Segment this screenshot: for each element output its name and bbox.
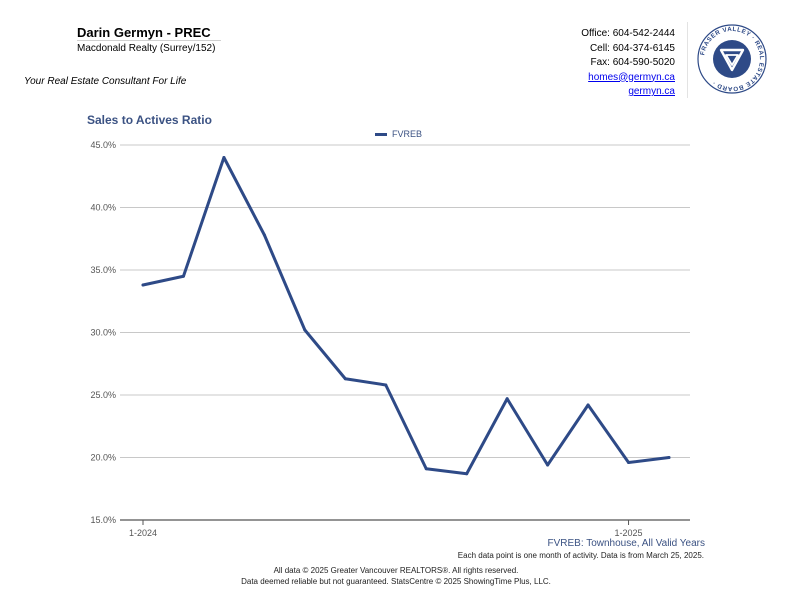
data-point: [222, 156, 226, 159]
x-tick-label: 1-2025: [615, 528, 643, 538]
copyright-line-2: Data deemed reliable but not guaranteed.…: [241, 577, 551, 586]
data-point: [667, 456, 671, 459]
y-tick-label: 35.0%: [90, 265, 116, 275]
y-tick-label: 40.0%: [90, 203, 116, 213]
y-tick-label: 20.0%: [90, 453, 116, 463]
office-phone: Office: 604-542-2444: [581, 28, 675, 39]
data-point: [303, 328, 307, 332]
data-point: [465, 472, 469, 476]
legend-label: FVREB: [392, 129, 423, 139]
data-point: [627, 461, 631, 464]
email-link[interactable]: homes@germyn.ca: [588, 71, 675, 83]
data-point: [546, 463, 550, 467]
copyright-line-1: All data © 2025 Greater Vancouver REALTO…: [273, 566, 519, 575]
x-tick-label: 1-2024: [129, 528, 157, 538]
y-tick-label: 45.0%: [90, 140, 116, 150]
brokerage-name: Macdonald Realty (Surrey/152): [77, 43, 216, 54]
data-point: [505, 397, 509, 401]
cell-phone: Cell: 604-374-6145: [589, 42, 675, 54]
data-point: [181, 274, 185, 278]
board-logo: FRASER VALLEY · REAL ESTATE BOARD ·: [697, 24, 767, 94]
agent-name: Darin Germyn - PREC: [77, 25, 211, 40]
tagline: Your Real Estate Consultant For Life: [24, 76, 187, 87]
legend-swatch: [375, 132, 387, 136]
data-point: [141, 283, 145, 287]
series-line-fvreb: [141, 156, 671, 476]
website-link[interactable]: germyn.ca: [628, 86, 675, 97]
chart-title: Sales to Actives Ratio: [87, 113, 212, 127]
footnote: Each data point is one month of activity…: [457, 551, 704, 560]
chart-legend: FVREB: [375, 129, 422, 139]
data-point: [262, 233, 266, 237]
fax-number: Fax: 604-590-5020: [590, 57, 675, 68]
agent-divider: [77, 40, 221, 41]
data-point: [586, 403, 590, 407]
data-point: [343, 377, 347, 381]
source-label: FVREB: Townhouse, All Valid Years: [547, 538, 706, 549]
data-point: [424, 467, 428, 471]
y-tick-label: 30.0%: [90, 328, 116, 338]
contact-block: Office: 604-542-2444 Cell: 604-374-6145 …: [581, 27, 675, 100]
y-tick-label: 15.0%: [90, 515, 116, 525]
data-point: [384, 383, 388, 387]
y-tick-label: 25.0%: [90, 390, 116, 400]
header-divider: [687, 22, 688, 98]
